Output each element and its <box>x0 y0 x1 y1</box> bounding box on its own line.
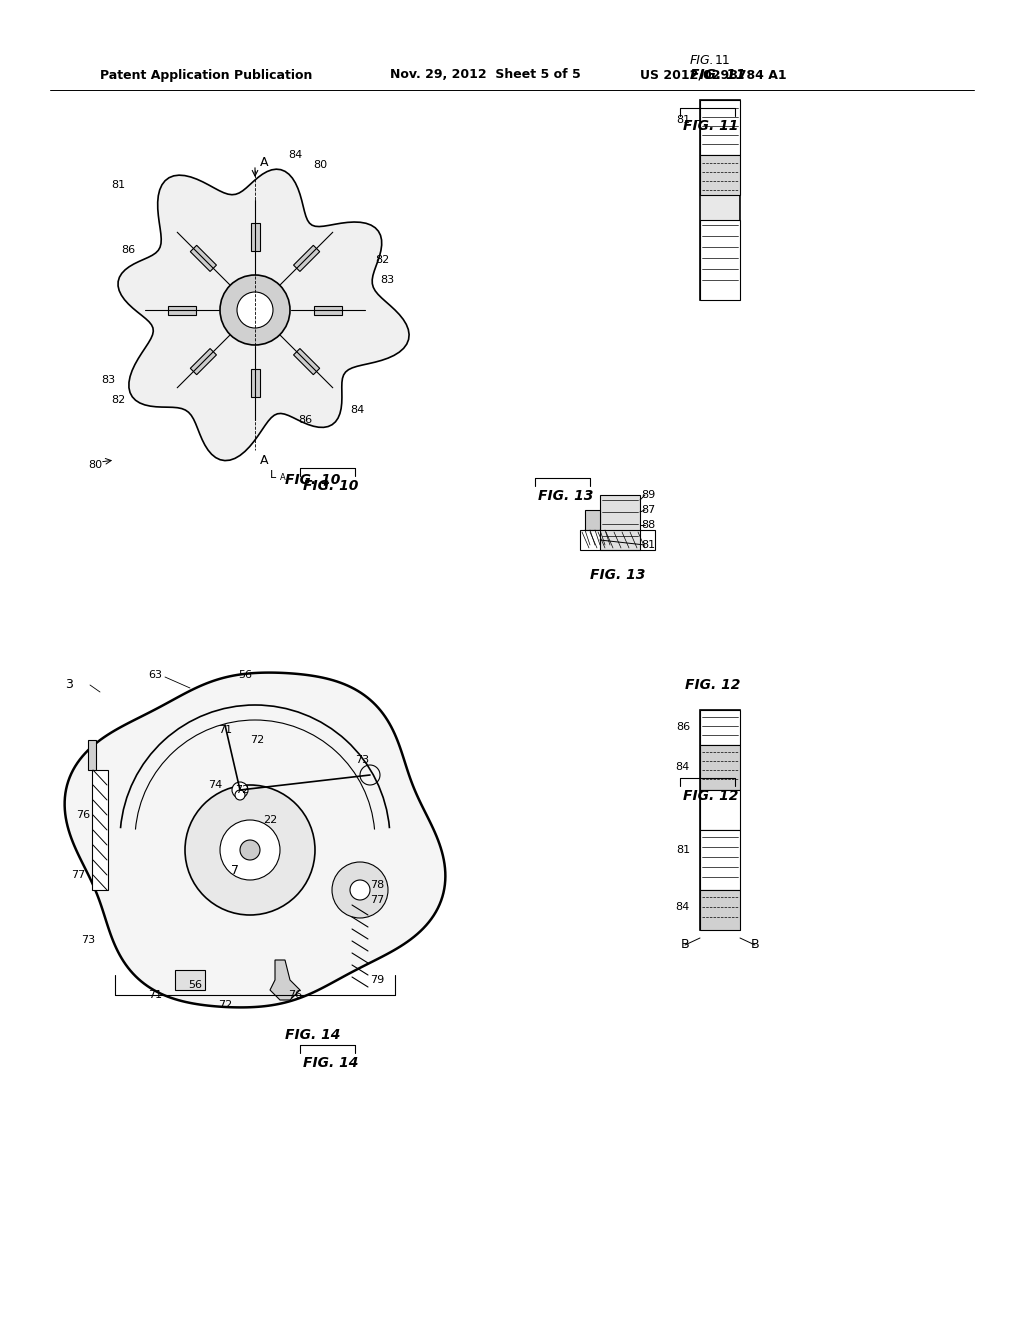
Bar <box>600 495 640 550</box>
Circle shape <box>220 275 290 345</box>
Text: 86: 86 <box>676 722 690 733</box>
Polygon shape <box>294 348 319 375</box>
Circle shape <box>220 820 280 880</box>
Text: 81: 81 <box>641 540 655 550</box>
Polygon shape <box>585 510 600 531</box>
Text: 82: 82 <box>111 395 125 405</box>
Bar <box>175 970 205 990</box>
Text: FIG. 11: FIG. 11 <box>690 69 745 82</box>
Polygon shape <box>251 370 259 397</box>
Text: 77: 77 <box>71 870 85 880</box>
Text: 86: 86 <box>121 246 135 255</box>
Text: 83: 83 <box>101 375 115 385</box>
Polygon shape <box>314 305 342 314</box>
Text: 76: 76 <box>76 810 90 820</box>
Bar <box>700 830 740 890</box>
Circle shape <box>350 880 370 900</box>
Text: US 2012/0298784 A1: US 2012/0298784 A1 <box>640 69 786 82</box>
Text: B: B <box>751 939 760 952</box>
Polygon shape <box>65 673 445 1007</box>
Text: 79: 79 <box>370 975 384 985</box>
Text: 86: 86 <box>298 414 312 425</box>
Bar <box>700 789 740 830</box>
Text: 56: 56 <box>238 671 252 680</box>
Text: B: B <box>681 939 689 952</box>
Bar <box>700 744 740 789</box>
Circle shape <box>332 862 388 917</box>
Bar <box>700 154 740 195</box>
Text: 80: 80 <box>313 160 327 170</box>
Polygon shape <box>294 246 319 272</box>
Text: FIG. 12: FIG. 12 <box>683 789 738 803</box>
Text: 87: 87 <box>641 506 655 515</box>
Circle shape <box>234 789 245 800</box>
Text: 22: 22 <box>263 814 278 825</box>
Text: 72: 72 <box>218 1001 232 1010</box>
Polygon shape <box>118 169 410 461</box>
Text: FIG. 10: FIG. 10 <box>285 473 340 487</box>
Text: 82: 82 <box>375 255 389 265</box>
Text: A: A <box>280 473 286 482</box>
Polygon shape <box>251 223 259 251</box>
Text: FIG. 11: FIG. 11 <box>683 119 738 133</box>
Bar <box>700 220 740 300</box>
Circle shape <box>240 840 260 861</box>
Text: 89: 89 <box>641 490 655 500</box>
Text: FIG. 12: FIG. 12 <box>685 678 740 692</box>
Text: L: L <box>270 470 276 480</box>
Text: 81: 81 <box>111 180 125 190</box>
Text: Nov. 29, 2012  Sheet 5 of 5: Nov. 29, 2012 Sheet 5 of 5 <box>390 69 581 82</box>
Bar <box>700 710 740 931</box>
Text: 71: 71 <box>147 990 162 1001</box>
Text: Patent Application Publication: Patent Application Publication <box>100 69 312 82</box>
Polygon shape <box>190 348 216 375</box>
Circle shape <box>237 292 273 327</box>
Text: 83: 83 <box>380 275 394 285</box>
Text: 77: 77 <box>370 895 384 906</box>
Bar <box>700 890 740 931</box>
Circle shape <box>185 785 315 915</box>
Text: FIG. 14: FIG. 14 <box>303 1056 358 1071</box>
Polygon shape <box>190 246 216 272</box>
Text: A: A <box>260 156 268 169</box>
Text: 84: 84 <box>676 902 690 912</box>
Text: A: A <box>260 454 268 466</box>
Polygon shape <box>168 305 196 314</box>
Text: 56: 56 <box>188 979 202 990</box>
Text: 84: 84 <box>676 762 690 772</box>
Text: 76: 76 <box>288 990 302 1001</box>
Bar <box>580 531 655 550</box>
Text: 81: 81 <box>676 115 690 125</box>
Circle shape <box>232 781 248 799</box>
Text: FIG. 13: FIG. 13 <box>590 568 645 582</box>
Text: 73: 73 <box>355 755 369 766</box>
Text: 74: 74 <box>208 780 222 789</box>
Text: 7: 7 <box>231 863 239 876</box>
Text: FIG. 13: FIG. 13 <box>538 488 593 503</box>
Bar <box>700 100 740 154</box>
Text: 71: 71 <box>218 725 232 735</box>
Text: 72: 72 <box>250 735 264 744</box>
Text: 80: 80 <box>88 459 102 470</box>
Polygon shape <box>270 960 300 1001</box>
Text: FIG.: FIG. <box>690 54 715 66</box>
Bar <box>700 100 740 300</box>
Text: 84: 84 <box>350 405 365 414</box>
Text: 11: 11 <box>715 54 731 66</box>
Text: 88: 88 <box>641 520 655 531</box>
Bar <box>88 741 96 770</box>
Text: 63: 63 <box>148 671 162 680</box>
Text: FIG. 14: FIG. 14 <box>285 1028 340 1041</box>
Bar <box>92 770 108 890</box>
Bar <box>700 710 740 744</box>
Text: 3: 3 <box>65 678 73 692</box>
Text: 84: 84 <box>288 150 302 160</box>
Text: FIG. 10: FIG. 10 <box>303 479 358 492</box>
Text: 72: 72 <box>234 785 249 795</box>
Text: 73: 73 <box>81 935 95 945</box>
Text: 78: 78 <box>370 880 384 890</box>
Text: 81: 81 <box>676 845 690 855</box>
